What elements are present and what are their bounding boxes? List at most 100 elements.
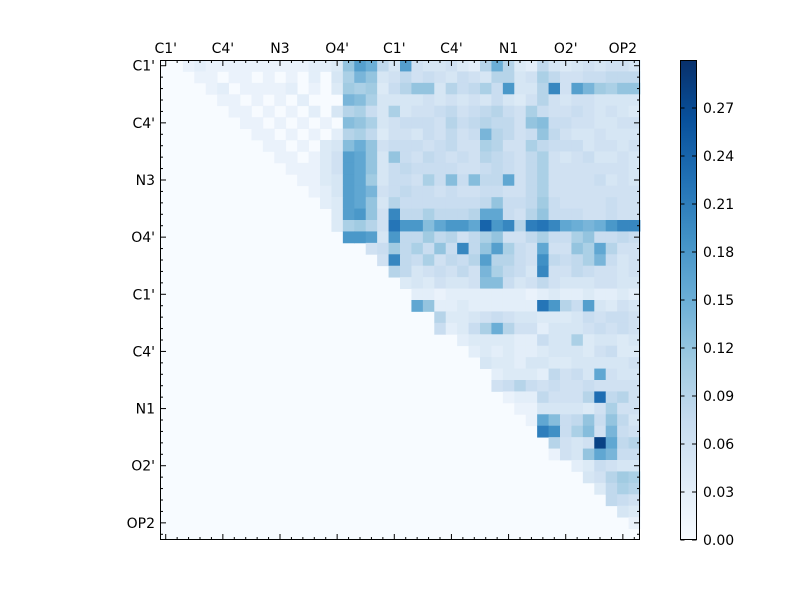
heatmap-cell xyxy=(605,128,618,141)
heatmap-cell xyxy=(537,391,549,404)
heatmap-cell xyxy=(434,105,447,118)
heatmap-cell xyxy=(560,448,572,461)
heatmap-cell xyxy=(468,208,481,221)
heatmap-cell xyxy=(502,231,515,244)
heatmap-cell xyxy=(320,151,332,164)
heatmap-cell xyxy=(468,242,481,255)
heatmap-cell xyxy=(354,174,367,187)
heatmap-cell xyxy=(445,322,458,335)
heatmap-cell xyxy=(594,208,607,221)
heatmap-cell xyxy=(617,322,629,335)
heatmap-cell xyxy=(605,94,618,107)
heatmap-cell xyxy=(617,242,629,255)
heatmap-cell xyxy=(548,220,561,232)
heatmap-cell xyxy=(422,185,435,198)
heatmap-cell xyxy=(560,94,572,107)
heatmap-cell xyxy=(468,117,481,129)
heatmap-cell xyxy=(491,185,504,198)
heatmap-cell xyxy=(445,254,458,267)
heatmap-cell xyxy=(365,140,378,152)
heatmap-cell xyxy=(297,94,309,107)
heatmap-cell xyxy=(628,380,641,392)
heatmap-cell xyxy=(560,185,572,198)
heatmap-cell xyxy=(571,82,584,95)
heatmap-cell xyxy=(571,345,584,358)
heatmap-cell xyxy=(514,105,527,118)
heatmap-cell xyxy=(502,208,515,221)
heatmap-cell xyxy=(594,482,607,495)
heatmap-cell xyxy=(342,117,355,129)
heatmap-cell xyxy=(537,380,549,392)
heatmap-cell xyxy=(605,437,618,449)
heatmap-cell xyxy=(388,265,401,278)
heatmap-cell xyxy=(525,105,538,118)
heatmap-cell xyxy=(365,82,378,95)
heatmap-cell xyxy=(240,105,252,118)
heatmap-cell xyxy=(434,300,447,312)
heatmap-cell xyxy=(331,128,344,141)
heatmap-cell xyxy=(582,345,595,358)
heatmap-cell xyxy=(502,94,515,107)
heatmap-cell xyxy=(617,117,629,129)
heatmap-cell xyxy=(297,140,309,152)
heatmap-cell xyxy=(331,151,344,164)
x-tick-label: O2' xyxy=(554,41,578,57)
heatmap-cell xyxy=(514,334,527,347)
heatmap-cell xyxy=(342,60,355,72)
heatmap-cell xyxy=(571,368,584,381)
heatmap-cell xyxy=(400,254,412,267)
heatmap-cell xyxy=(617,265,629,278)
heatmap-cell xyxy=(525,197,538,209)
heatmap-cell xyxy=(605,357,618,369)
heatmap-cell xyxy=(537,414,549,427)
heatmap-cell xyxy=(422,254,435,267)
heatmap-cell xyxy=(445,105,458,118)
heatmap-cell xyxy=(411,60,424,72)
heatmap-cell xyxy=(468,322,481,335)
heatmap-cell xyxy=(491,128,504,141)
heatmap-cell xyxy=(605,448,618,461)
heatmap-cell xyxy=(422,174,435,187)
heatmap-cell xyxy=(582,334,595,347)
heatmap-cell xyxy=(377,185,389,198)
heatmap-cell xyxy=(411,117,424,129)
heatmap-cell xyxy=(422,220,435,232)
heatmap-cell xyxy=(605,197,618,209)
heatmap-cell xyxy=(388,140,401,152)
heatmap-cell xyxy=(422,300,435,312)
heatmap-cell xyxy=(582,300,595,312)
heatmap-cell xyxy=(525,117,538,129)
heatmap-cell xyxy=(457,185,469,198)
heatmap-cell xyxy=(480,174,492,187)
heatmap-cell xyxy=(445,185,458,198)
heatmap-cell xyxy=(548,94,561,107)
heatmap-cell xyxy=(605,288,618,301)
heatmap-cell xyxy=(502,322,515,335)
heatmap-cell xyxy=(605,140,618,152)
heatmap-cell xyxy=(445,151,458,164)
heatmap-cell xyxy=(457,277,469,289)
heatmap-cell xyxy=(342,140,355,152)
heatmap-cell xyxy=(537,322,549,335)
heatmap-cell xyxy=(537,254,549,267)
heatmap-cell xyxy=(582,174,595,187)
heatmap-cell xyxy=(354,151,367,164)
heatmap-cell xyxy=(480,220,492,232)
heatmap-cell xyxy=(582,82,595,95)
heatmap-cell xyxy=(262,140,275,152)
heatmap-cell xyxy=(537,300,549,312)
heatmap-cell xyxy=(365,174,378,187)
heatmap-cell xyxy=(457,231,469,244)
heatmap-cell xyxy=(617,505,629,518)
heatmap-cell xyxy=(617,471,629,484)
colorbar-tick-label: 0.24 xyxy=(703,149,734,165)
heatmap-cell xyxy=(354,140,367,152)
heatmap-cell xyxy=(525,414,538,427)
heatmap-cell xyxy=(537,71,549,84)
heatmap-cell xyxy=(457,94,469,107)
heatmap-cell xyxy=(491,254,504,267)
heatmap-cell xyxy=(468,311,481,324)
heatmap-cell xyxy=(434,242,447,255)
heatmap-cell xyxy=(342,162,355,175)
heatmap-cell xyxy=(251,60,264,72)
